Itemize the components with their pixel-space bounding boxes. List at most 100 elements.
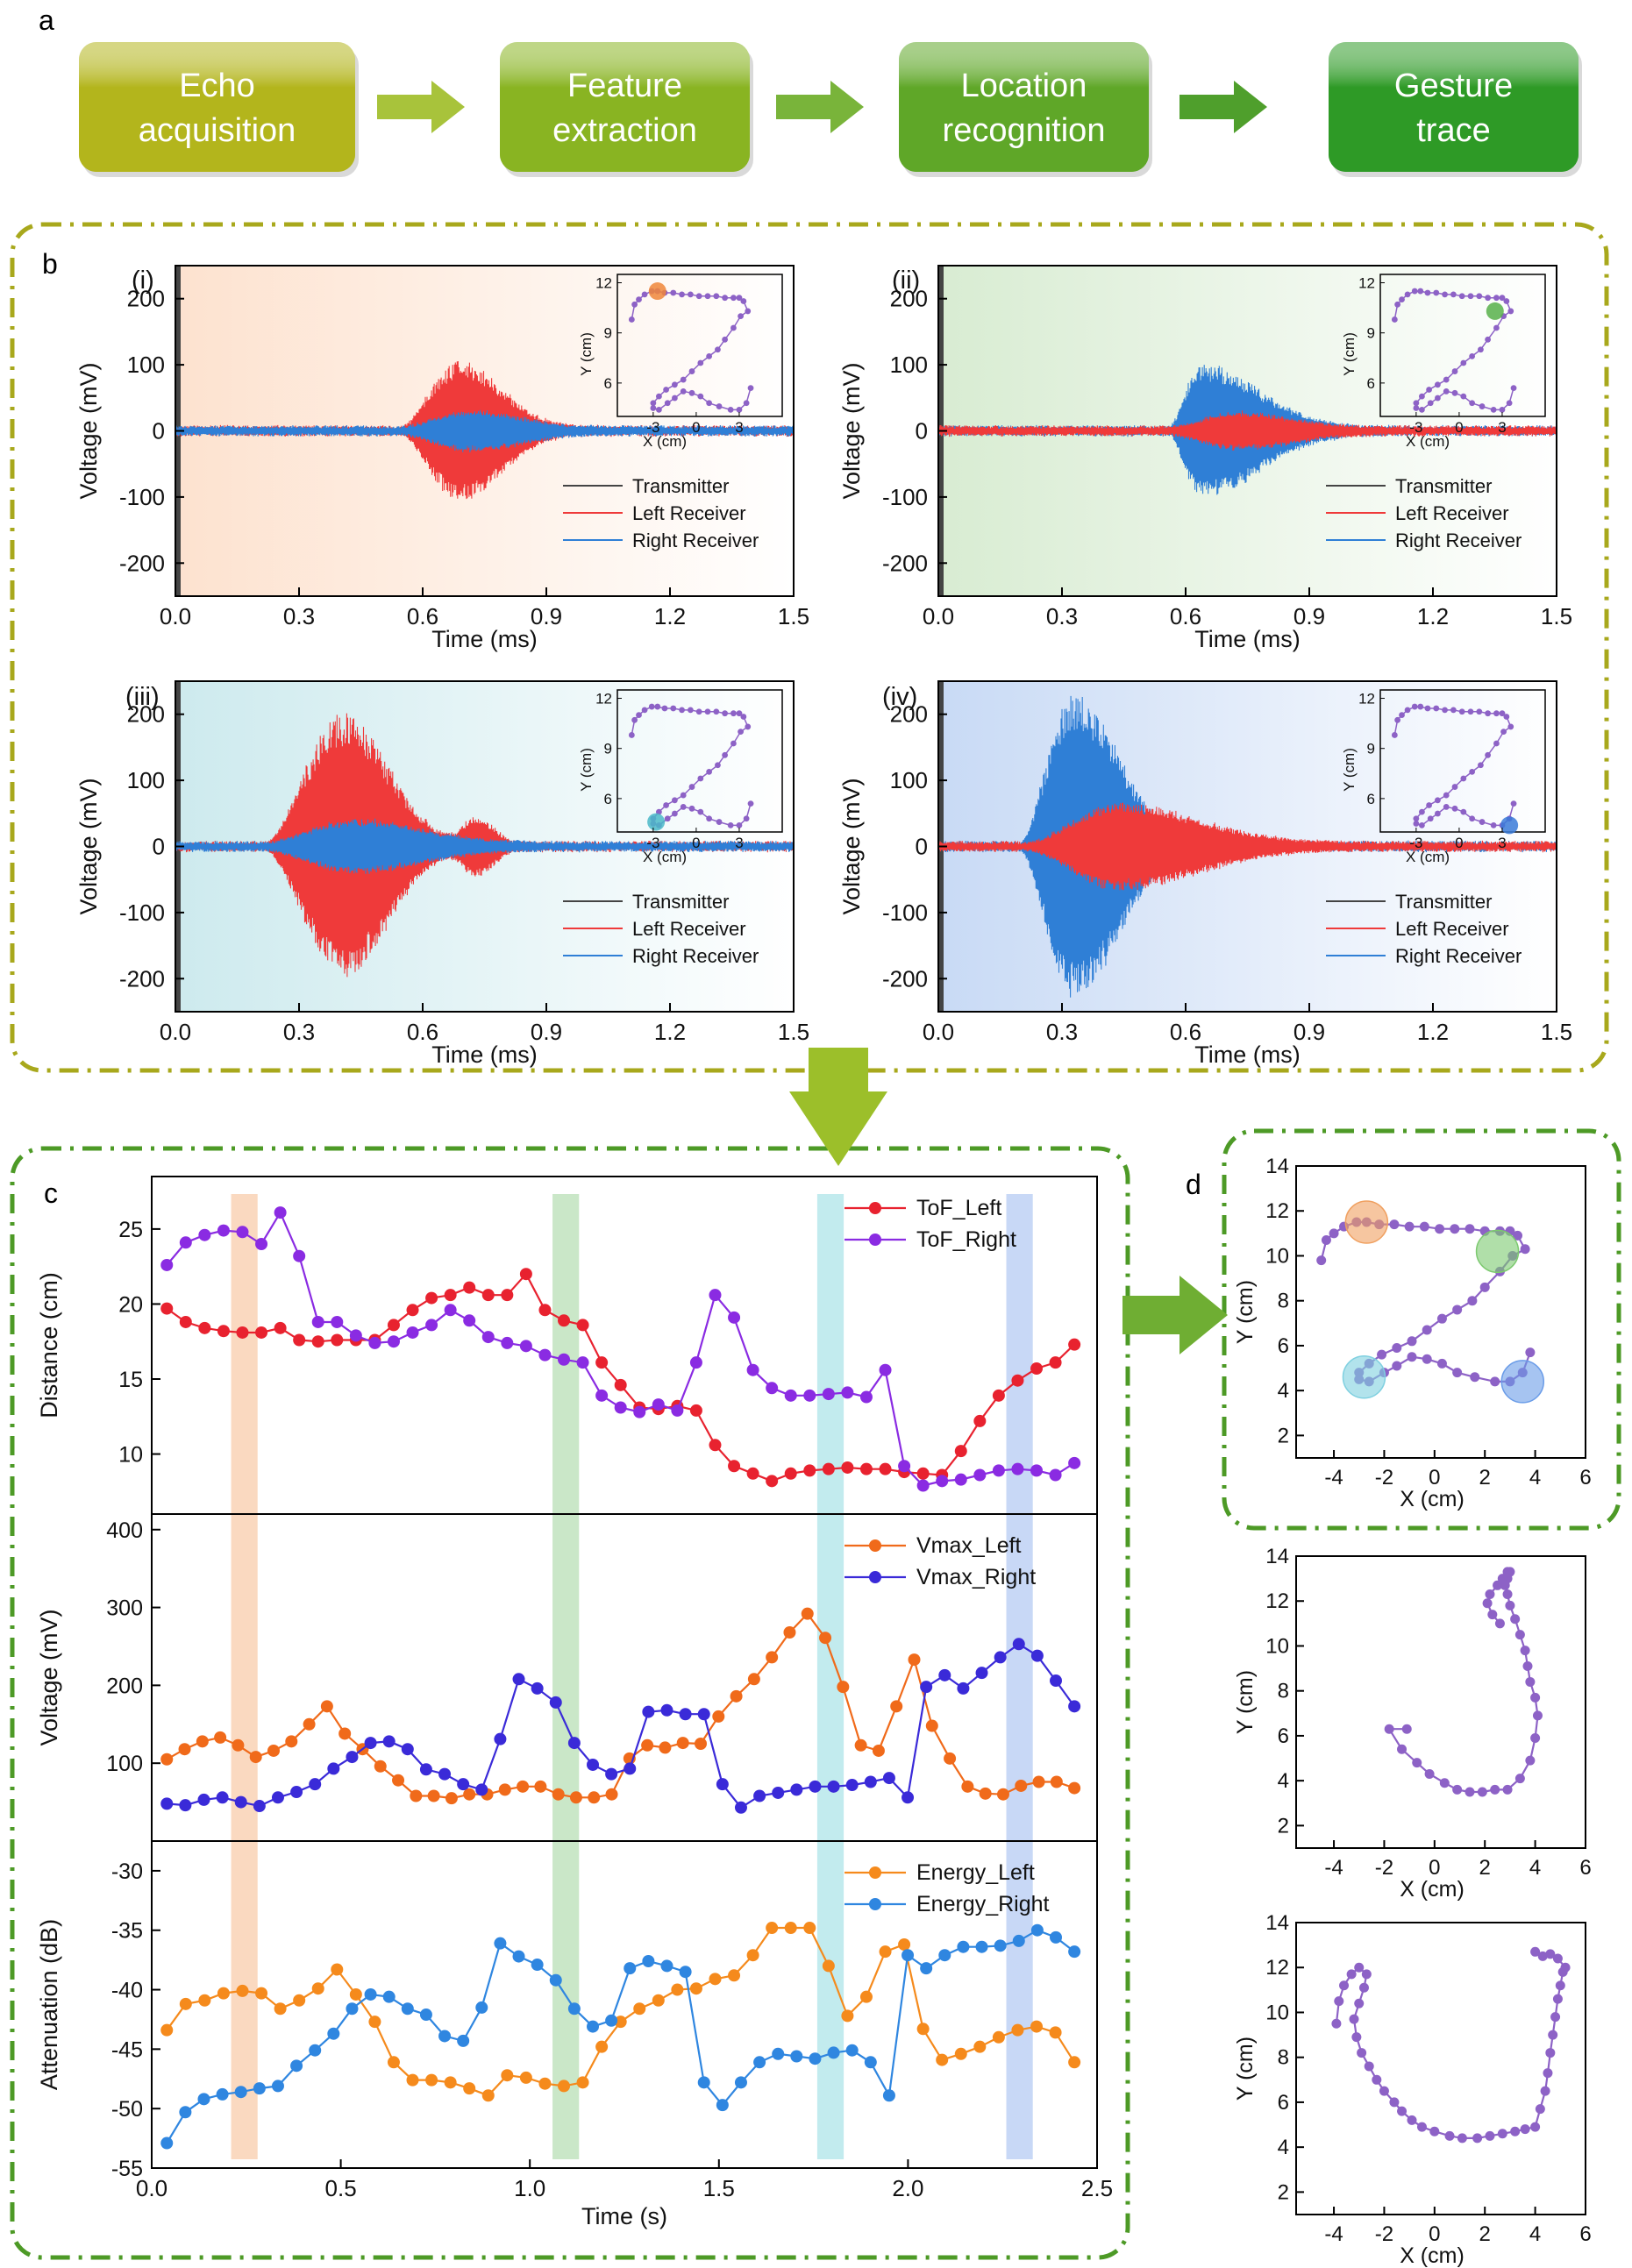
- series-point-tof_left: [879, 1462, 892, 1475]
- x-tick-label: 0.6: [407, 603, 438, 629]
- series-point-energy_left: [652, 1994, 665, 2007]
- highlight-band: [1006, 1194, 1033, 2159]
- trace-point: [1450, 1224, 1460, 1234]
- series-point-tof_right: [576, 1356, 589, 1369]
- series-point-vmax_left: [819, 1632, 832, 1645]
- inset-trace-point: [628, 732, 635, 738]
- inset-y-tick-label: 9: [1367, 325, 1375, 342]
- trace-point: [1470, 1372, 1480, 1383]
- inset-trace-point: [1433, 705, 1440, 712]
- series-point-tof_right: [1011, 1462, 1024, 1475]
- panel-letter-c: c: [44, 1177, 58, 1209]
- trace-point: [1510, 2126, 1521, 2136]
- series-point-tof_left: [595, 1356, 609, 1369]
- series-point-tof_left: [841, 1461, 854, 1474]
- inset-trace-point: [1404, 707, 1411, 714]
- series-point-tof_left: [538, 1304, 552, 1317]
- y-tick-label: 200: [890, 286, 928, 312]
- series-point-vmax_left: [498, 1783, 511, 1796]
- plot-frame: [1295, 1922, 1586, 2215]
- trace-point: [1555, 1980, 1565, 1991]
- highlight-band: [231, 1194, 258, 2159]
- series-point-tof_right: [1030, 1464, 1044, 1477]
- series-point-energy_right: [624, 1962, 637, 1975]
- x-tick-label: 0.6: [1170, 603, 1201, 629]
- panel-letter-b: b: [42, 248, 58, 280]
- series-point-vmax_right: [624, 1762, 637, 1775]
- series-point-tof_right: [803, 1389, 816, 1402]
- trace-point: [1537, 1951, 1548, 1961]
- series-point-tof_right: [841, 1386, 854, 1399]
- inset-trace-point: [1476, 708, 1483, 715]
- trace-point: [1397, 1744, 1408, 1754]
- x-tick-label: 2.5: [1081, 2175, 1113, 2201]
- trace-point: [1513, 1230, 1523, 1241]
- trace-point: [1407, 2115, 1417, 2125]
- inset-trace-point: [1460, 359, 1467, 366]
- inset-trace-point: [730, 324, 737, 331]
- series-point-vmax_right: [327, 1762, 340, 1775]
- inset-trace-point: [654, 703, 661, 710]
- series-point-vmax_right: [290, 1786, 303, 1799]
- inset-trace-point: [1499, 295, 1506, 302]
- y-tick-label: -200: [119, 550, 165, 576]
- y-tick-label: 0: [153, 418, 165, 444]
- y-tick-label: 0: [916, 418, 928, 444]
- panel-b-charts: -200 -100 0 100 200 0.0 0.3 0.6 0.9 1.2 1.5 Time (m…: [75, 265, 1572, 1068]
- series-point-tof_right: [160, 1258, 174, 1271]
- flow-box-label-line2: acquisition: [139, 112, 296, 149]
- inset-trace-point: [1426, 387, 1432, 393]
- inset-y-axis-label: Y (cm): [578, 748, 595, 792]
- series-point-energy_right: [494, 1937, 507, 1950]
- series-point-vmax_right: [197, 1793, 210, 1806]
- series-point-energy_right: [772, 2047, 785, 2060]
- series-point-vmax_right: [697, 1708, 710, 1721]
- trace-point: [1419, 1221, 1429, 1232]
- x-tick-label: 0.0: [160, 603, 191, 629]
- series-point-energy_left: [1011, 2023, 1024, 2037]
- plot-frame: [1295, 1555, 1586, 1849]
- inset-trace-point: [1427, 400, 1434, 407]
- legend-marker: [869, 1571, 881, 1583]
- trace-point: [1392, 1361, 1402, 1371]
- x-tick-label: 1.5: [778, 603, 809, 629]
- panel-letter-a: a: [39, 4, 54, 36]
- y-tick-label: -100: [882, 484, 928, 510]
- inset-trace-point: [1419, 406, 1425, 413]
- series-point-vmax_right: [531, 1681, 544, 1695]
- x-axis-label: X (cm): [1400, 2243, 1465, 2268]
- series-point-energy_left: [558, 2080, 571, 2093]
- x-tick-label: 0.3: [1046, 603, 1078, 629]
- inset-trace-point: [1503, 298, 1510, 304]
- x-tick-label: 4: [1529, 1856, 1541, 1880]
- trace-point: [1422, 1354, 1432, 1364]
- series-point-energy_right: [864, 2056, 877, 2069]
- trace-point: [1560, 1962, 1571, 1973]
- x-tick-label: 6: [1579, 2222, 1591, 2246]
- x-tick-label: 2.0: [892, 2175, 923, 2201]
- y-tick-label: -35: [111, 1919, 143, 1944]
- inset-x-tick-label: 0: [692, 419, 700, 436]
- series-point-vmax_right: [1030, 1649, 1044, 1662]
- series-point-energy_right: [882, 2089, 895, 2102]
- trace-point: [1407, 1352, 1417, 1362]
- series-point-vmax_right: [253, 1800, 266, 1813]
- y-axis-label: Attenuation (dB): [36, 1919, 62, 2090]
- flow-diagram: Echo acquisition Feature extraction Location…: [79, 42, 1582, 177]
- series-point-tof_left: [179, 1315, 192, 1328]
- trace-point: [1514, 1630, 1525, 1640]
- inset-trace-point: [656, 393, 662, 400]
- inset-trace-point: [713, 708, 720, 715]
- inset-trace-point: [641, 291, 648, 298]
- trace-point: [1412, 1758, 1422, 1768]
- trace-point: [1372, 2074, 1382, 2085]
- legend-marker: [869, 1539, 881, 1552]
- inset-trace-point: [1413, 405, 1420, 411]
- trace-point: [1487, 1610, 1498, 1620]
- subpanel-label: (iv): [882, 683, 917, 711]
- series-point-vmax_left: [267, 1744, 280, 1757]
- inset-x-tick-label: 0: [692, 835, 700, 851]
- y-axis-label: Voltage (mV): [75, 778, 102, 914]
- series-point-tof_right: [481, 1331, 495, 1344]
- series-point-energy_right: [845, 2044, 859, 2057]
